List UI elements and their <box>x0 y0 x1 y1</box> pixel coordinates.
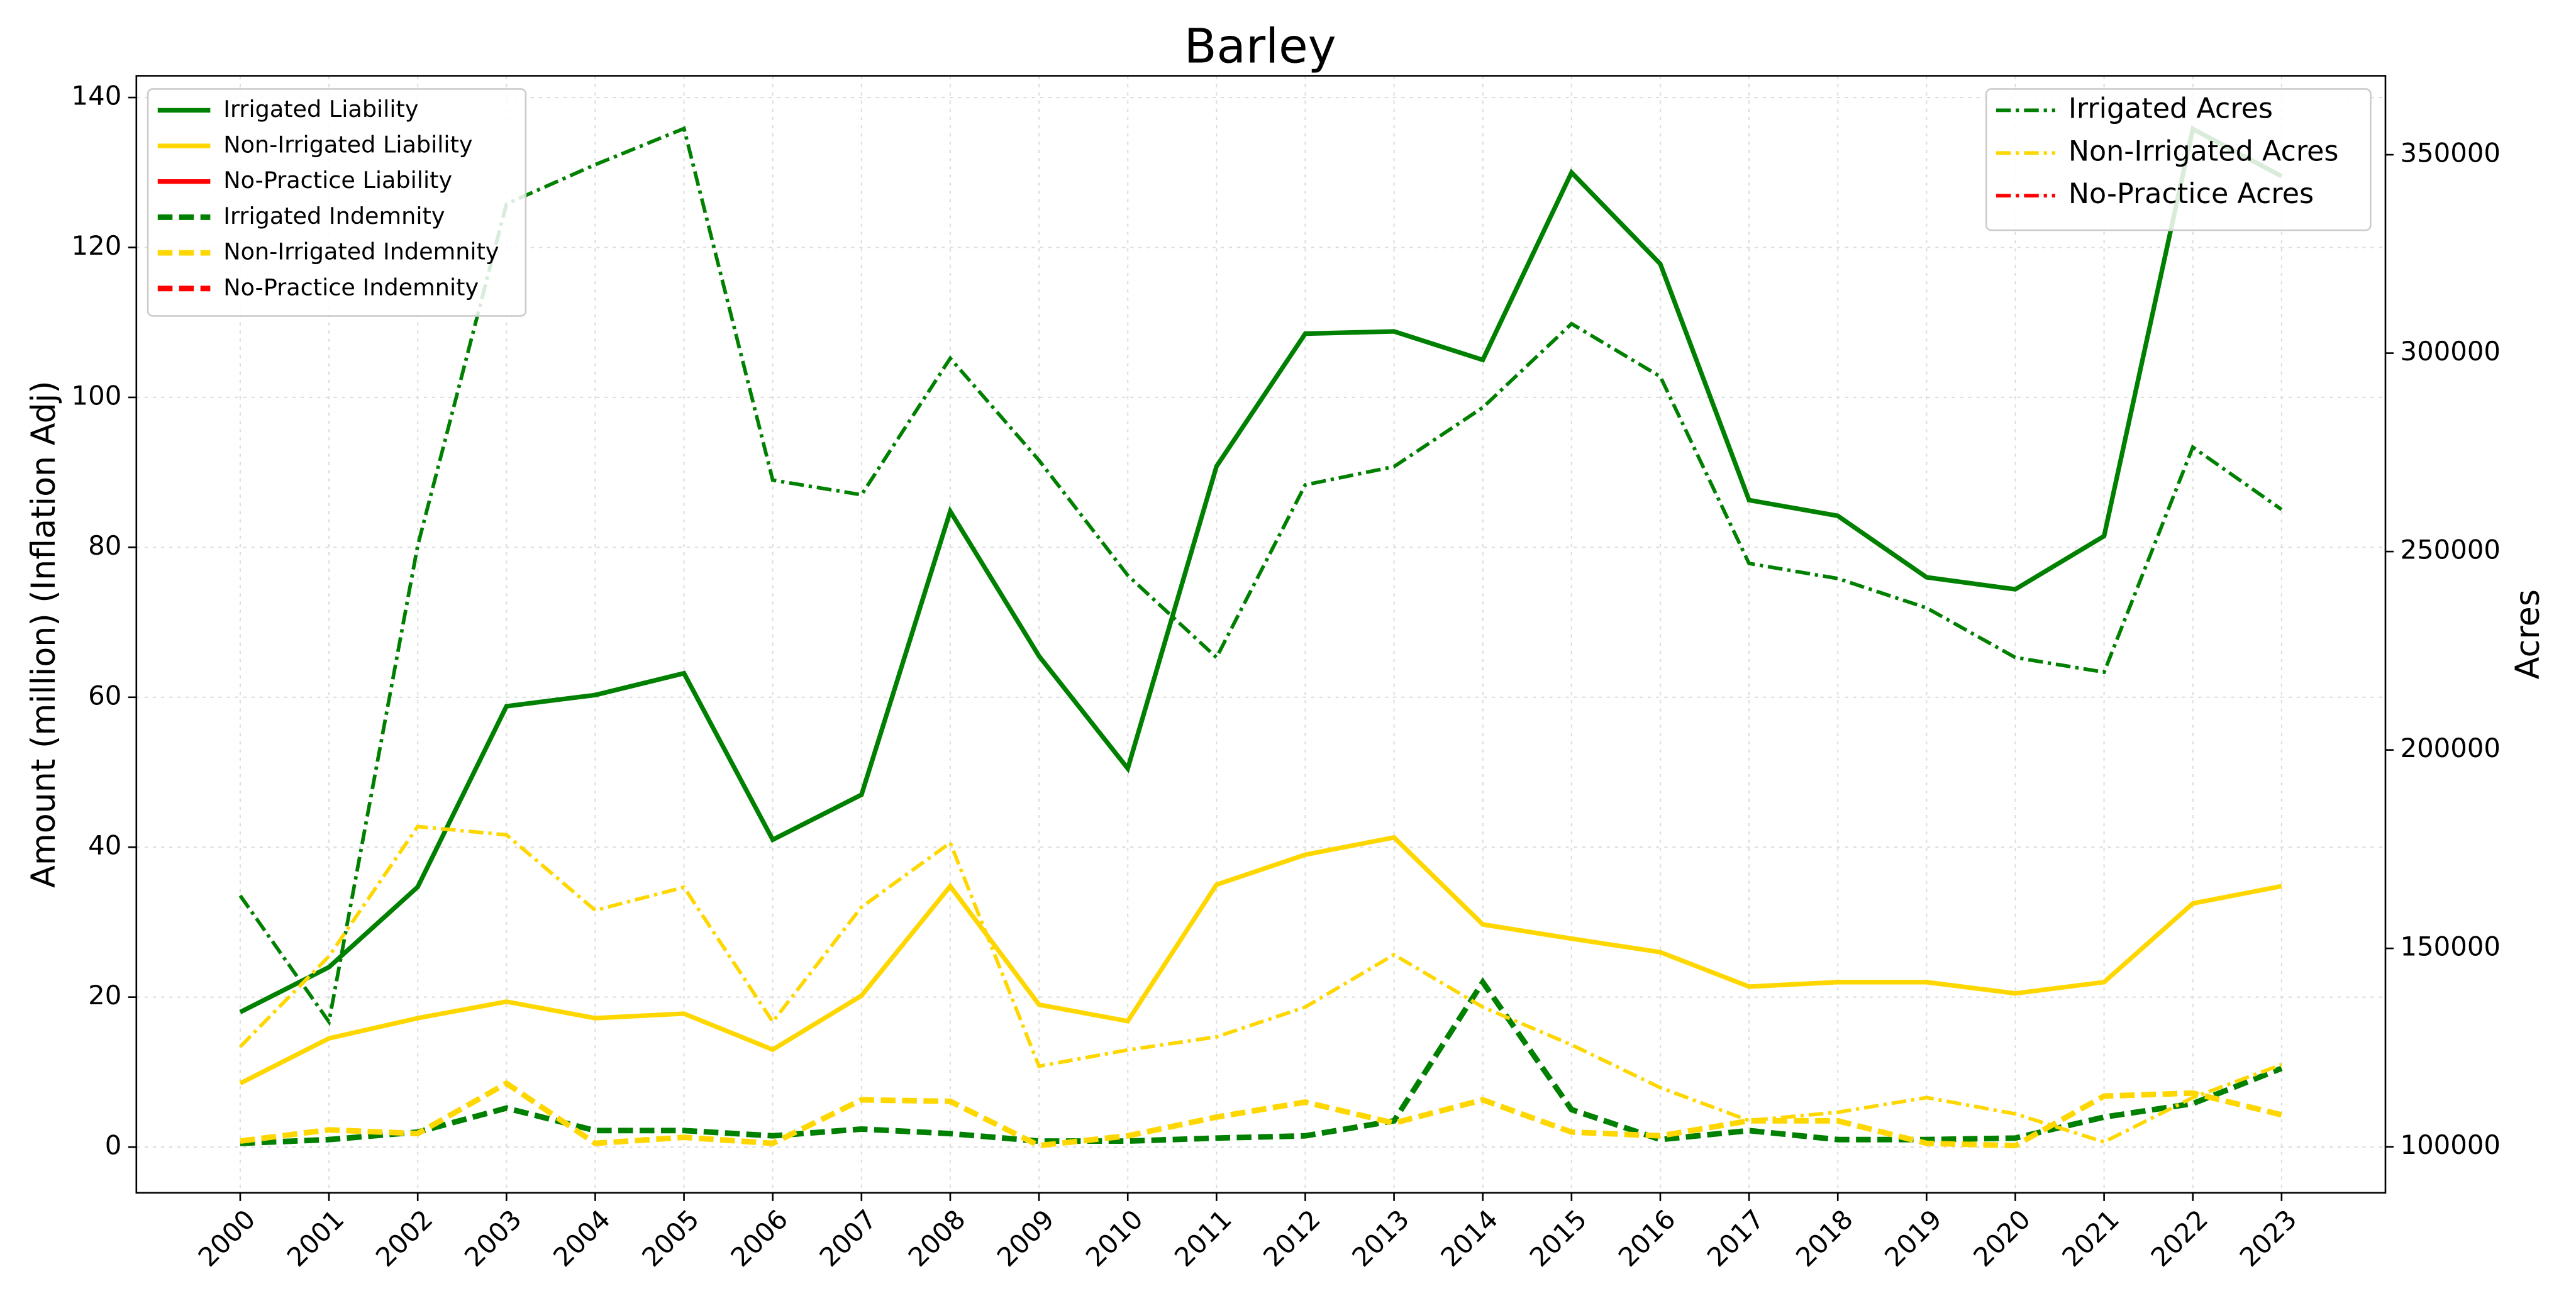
legend: Irrigated Liability Non-Irrigated Liabili… <box>147 88 527 317</box>
legend-label: No-Practice Indemnity <box>223 274 479 301</box>
x-tick-label: 2003 <box>458 1204 528 1273</box>
x-tick-label: 2004 <box>547 1204 616 1273</box>
legend-label: No-Practice Acres <box>2068 178 2314 210</box>
legend-label: Non-Irrigated Acres <box>2068 135 2339 167</box>
series-line <box>239 834 2282 1086</box>
legend-label: Irrigated Liability <box>223 96 418 123</box>
x-tick-label: 2009 <box>991 1204 1060 1273</box>
x-tick-label: 2021 <box>2056 1204 2125 1273</box>
series-line <box>239 125 2283 1014</box>
x-tick-label: 2017 <box>1701 1204 1770 1273</box>
x-tick-label: 2005 <box>636 1204 705 1273</box>
y-tick-label: 80 <box>88 530 121 561</box>
series-line <box>240 1080 2282 1149</box>
y-tick-label: 60 <box>88 680 121 711</box>
x-tick-label: 2007 <box>813 1204 882 1273</box>
y-axis-label: Amount (million) (Inflation Adj) <box>25 380 63 888</box>
legend-label: Irrigated Acres <box>2068 92 2273 125</box>
x-tick-label: 2016 <box>1613 1204 1682 1273</box>
x-tick-label: 2013 <box>1346 1204 1415 1273</box>
x-tick-label: 2019 <box>1879 1204 1948 1273</box>
x-tick-label: 2014 <box>1435 1204 1504 1273</box>
x-tick-label: 2022 <box>2145 1204 2214 1273</box>
y-tick-label: 140 <box>72 80 122 111</box>
legend-label: Non-Irrigated Indemnity <box>223 238 499 265</box>
series-line <box>238 126 2283 1027</box>
x-tick-label: 2015 <box>1523 1204 1592 1273</box>
y2-tick-label: 350000 <box>2400 138 2501 169</box>
x-tick-label: 2011 <box>1169 1204 1238 1273</box>
y-tick-label: 0 <box>105 1130 122 1161</box>
x-tick-label: 2023 <box>2234 1204 2303 1273</box>
x-tick-label: 2006 <box>724 1204 794 1273</box>
y-tick-label: 100 <box>72 380 122 411</box>
x-tick-label: 2010 <box>1080 1204 1149 1273</box>
series-line <box>240 977 2283 1146</box>
legend-label: Irrigated Indemnity <box>223 202 445 230</box>
y2-tick-label: 200000 <box>2400 733 2501 763</box>
x-tick-label: 2012 <box>1257 1204 1326 1273</box>
y2-tick-label: 150000 <box>2400 931 2501 962</box>
legend: Irrigated Acres Non-Irrigated Acres No-Pra… <box>1985 88 2372 231</box>
legend-label: Non-Irrigated Liability <box>223 131 472 158</box>
legend-box <box>1985 88 2372 231</box>
y-tick-label: 20 <box>88 980 121 1011</box>
legend-box <box>147 88 527 317</box>
y2-tick-label: 250000 <box>2400 535 2501 565</box>
x-tick-label: 2002 <box>370 1204 439 1273</box>
x-tick-label: 2008 <box>902 1204 972 1273</box>
x-tick-label: 2001 <box>281 1204 350 1273</box>
y2-tick-label: 300000 <box>2400 336 2501 367</box>
legend-label: No-Practice Liability <box>223 167 452 194</box>
grid <box>136 75 2385 1193</box>
x-tick-label: 2000 <box>192 1204 262 1273</box>
chart-title: Barley <box>1184 19 1336 74</box>
x-tick-label: 2020 <box>1967 1204 2036 1273</box>
y2-axis-label: Acres <box>2509 589 2547 679</box>
y-tick-label: 120 <box>72 230 122 261</box>
series-line <box>238 824 2282 1144</box>
y-tick-label: 40 <box>88 830 121 861</box>
y2-tick-label: 100000 <box>2400 1129 2501 1160</box>
x-tick-label: 2018 <box>1790 1204 1859 1273</box>
plot-frame <box>135 75 2387 1194</box>
